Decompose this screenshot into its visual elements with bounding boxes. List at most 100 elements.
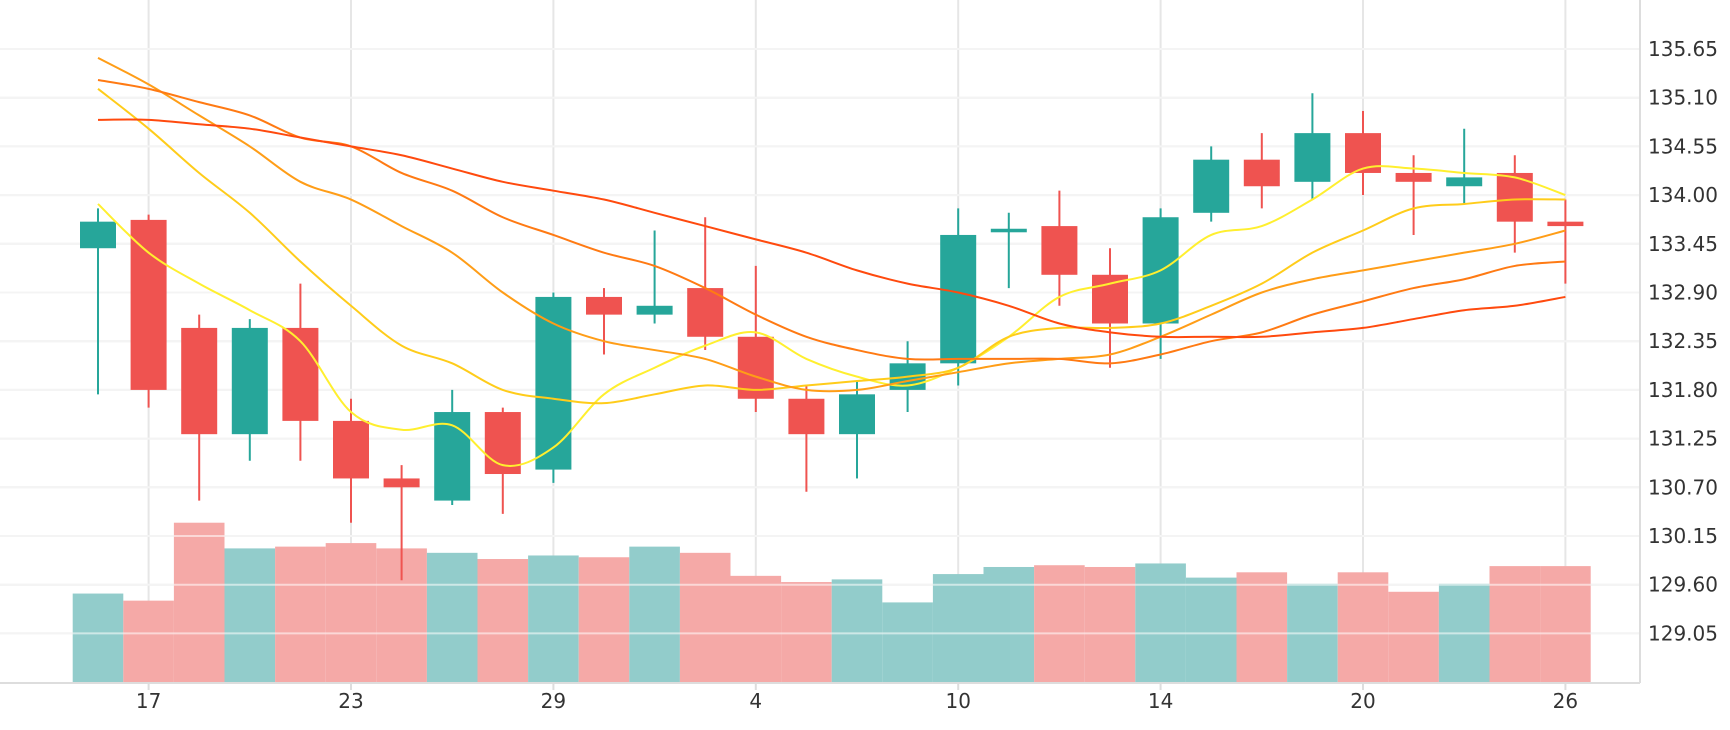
volume-bar (831, 579, 883, 683)
y-tick-label: 135.10 (1648, 86, 1718, 110)
y-tick-label: 131.80 (1648, 378, 1718, 402)
moving-average-line-ma_5 (97, 165, 1566, 467)
y-tick-label: 135.65 (1648, 37, 1718, 61)
volume-bar (679, 552, 731, 683)
candle (1345, 110, 1381, 196)
candle (434, 389, 471, 506)
candle-body (181, 327, 218, 435)
candle-body (333, 420, 369, 479)
candle (231, 319, 268, 461)
y-tick-label: 132.90 (1648, 281, 1718, 305)
candle (1547, 199, 1584, 284)
candle (636, 230, 673, 324)
volume-bars (0, 48, 1640, 683)
candle (940, 208, 977, 386)
volume-bar (1185, 577, 1237, 683)
volume-bar (1540, 566, 1591, 683)
candle (80, 208, 116, 395)
x-tick-label: 10 (945, 689, 970, 713)
x-tick-label: 4 (749, 689, 762, 713)
candle-body (282, 327, 319, 421)
moving-average-line-ma_60 (97, 118, 1566, 339)
x-tick-label: 29 (541, 689, 566, 713)
candle (1092, 248, 1128, 368)
candle (383, 465, 420, 581)
candle-body (1446, 177, 1483, 187)
volume-bar (1135, 563, 1186, 683)
x-tick-label: 23 (338, 689, 363, 713)
moving-average-line-ma_20 (97, 56, 1566, 393)
y-tick-label: 131.25 (1648, 427, 1718, 451)
candle-body (1243, 159, 1280, 187)
candle-body (80, 221, 116, 249)
volume-bar (882, 602, 933, 683)
volume-bar (1084, 566, 1136, 683)
volume-bar (578, 557, 630, 683)
candle (484, 407, 521, 514)
candle (130, 214, 167, 408)
candle (687, 217, 724, 351)
candle (1294, 93, 1331, 200)
volume-bar (983, 566, 1035, 683)
volume-bar (1337, 572, 1389, 683)
candle-body (130, 219, 167, 390)
candle (282, 283, 319, 461)
candle (1496, 155, 1533, 253)
candle (586, 288, 622, 355)
candle (1243, 133, 1280, 209)
volume-bar (730, 575, 782, 683)
candle-body (636, 305, 673, 315)
volume-bar (1388, 591, 1439, 683)
y-tick-label: 134.55 (1648, 134, 1718, 158)
moving-average-line-ma_10 (97, 88, 1566, 405)
candle (333, 398, 369, 523)
y-tick-label: 129.60 (1648, 573, 1718, 597)
candle (737, 265, 774, 413)
volume-bar (275, 546, 326, 683)
y-tick-label: 130.70 (1648, 475, 1718, 499)
candle-body (1041, 226, 1078, 275)
candle-body (1547, 221, 1584, 227)
x-tick-label: 20 (1350, 689, 1375, 713)
candle-body (940, 234, 977, 364)
candle (1041, 190, 1078, 306)
y-tick-label: 130.15 (1648, 524, 1718, 548)
candle-body (434, 412, 471, 501)
volume-bar (1489, 566, 1541, 683)
volume-bar (224, 548, 276, 683)
moving-average-lines (97, 56, 1566, 467)
x-tick-label: 17 (136, 689, 161, 713)
candle-body (1294, 133, 1331, 182)
candle (788, 385, 825, 492)
candles (80, 93, 1584, 581)
volume-bar (932, 574, 984, 683)
candle (181, 314, 218, 501)
candle-body (231, 327, 268, 435)
candle (990, 212, 1027, 289)
volume-bar (528, 555, 579, 683)
x-tick-label: 14 (1148, 689, 1173, 713)
candle-body (788, 398, 825, 435)
candle (535, 292, 572, 483)
volume-bar (173, 522, 225, 683)
volume-bar (1236, 572, 1288, 683)
axes: 135.65 135.10 134.55 134.00 133.45 132.90 132.… (0, 0, 1718, 713)
volume-bar (477, 559, 529, 683)
candle-body (1092, 274, 1128, 324)
candle-body (383, 478, 420, 488)
x-tick-label: 26 (1553, 689, 1578, 713)
candle-body (586, 296, 622, 315)
y-tick-label: 132.35 (1648, 329, 1718, 353)
volume-bar (72, 593, 124, 683)
moving-average-line-ma_30 (97, 79, 1566, 365)
candle-body (839, 394, 875, 435)
volume-bar (123, 600, 174, 683)
volume-bar (325, 543, 377, 683)
y-tick-label: 134.00 (1648, 183, 1718, 207)
candle-body (1193, 159, 1230, 213)
volume-bar (629, 546, 680, 683)
y-tick-label: 129.05 (1648, 621, 1718, 645)
candle (839, 381, 875, 479)
